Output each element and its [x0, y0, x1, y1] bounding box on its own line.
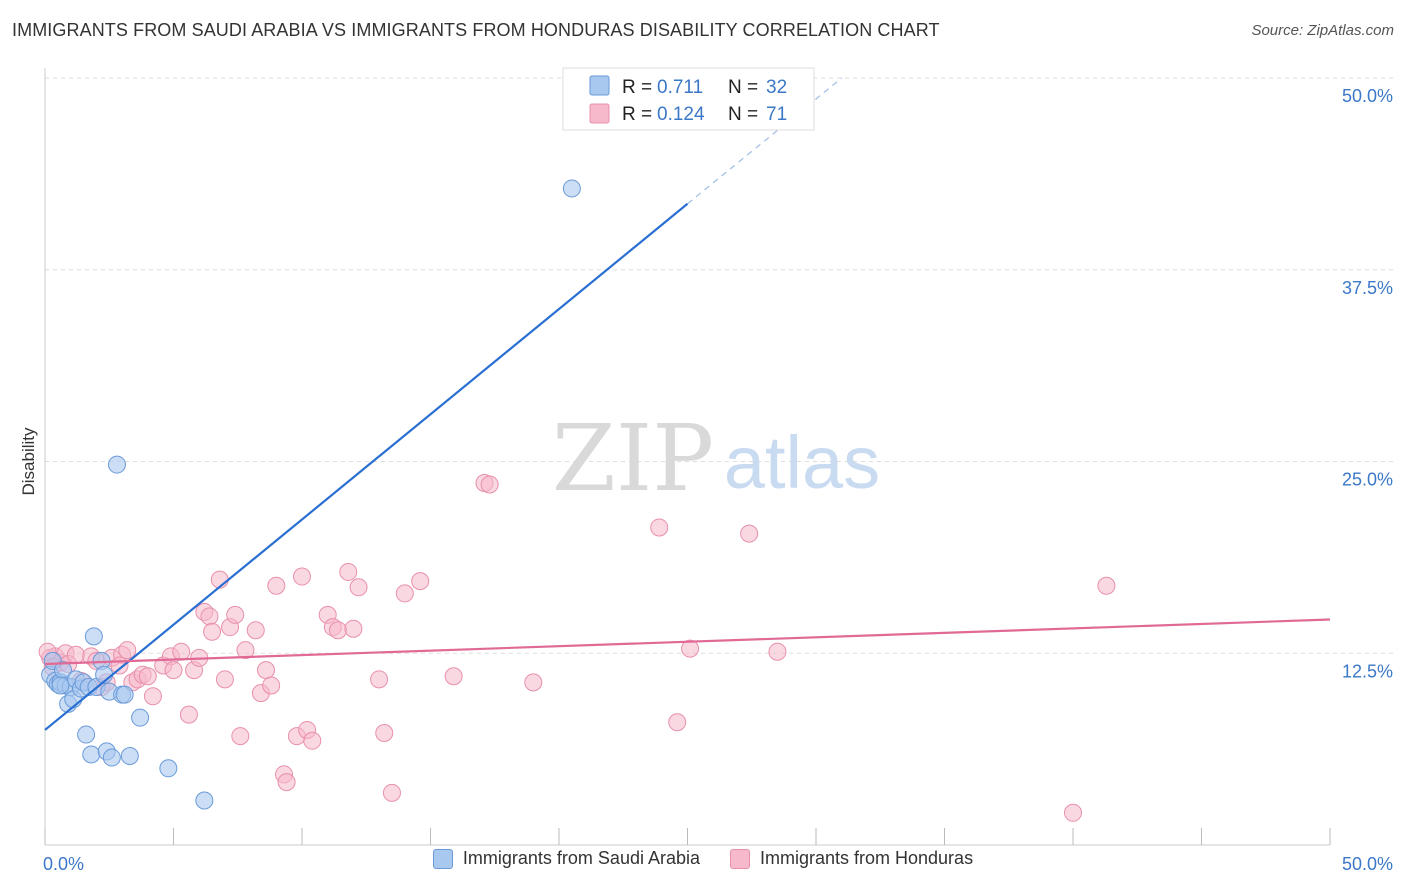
point-saudi-arabia-13 [77, 725, 96, 744]
point-honduras-29 [203, 622, 222, 641]
point-honduras-23 [172, 642, 191, 661]
point-honduras-60 [480, 475, 499, 494]
legend-r-label-pink: R = [622, 104, 652, 125]
trend-line-honduras [44, 618, 1331, 666]
legend-item-honduras[interactable]: Immigrants from Honduras [730, 848, 973, 869]
point-honduras-14 [110, 656, 129, 675]
source-credit: Source: ZipAtlas.com [1251, 22, 1394, 39]
point-saudi-arabia-23 [107, 455, 126, 474]
point-honduras-13 [118, 641, 137, 660]
point-honduras-55 [382, 783, 401, 802]
point-honduras-57 [411, 572, 430, 591]
point-honduras-64 [681, 639, 700, 658]
point-honduras-28 [200, 607, 219, 626]
watermark-atlas: atlas [724, 421, 880, 504]
chart-title: IMMIGRANTS FROM SAUDI ARABIA VS IMMIGRAN… [12, 20, 940, 40]
point-saudi-arabia-22 [102, 748, 121, 767]
y-tick-label-2: 37.5% [1342, 278, 1393, 298]
y-tick-labels: 12.5% 25.0% 37.5% 50.0% [1342, 86, 1393, 681]
point-honduras-19 [143, 687, 162, 706]
trend-lines [44, 77, 1331, 731]
y-tick-label-3: 50.0% [1342, 86, 1393, 106]
point-honduras-67 [1064, 803, 1082, 822]
point-honduras-38 [257, 661, 276, 680]
point-saudi-arabia-26 [120, 747, 139, 766]
legend-item-saudi-arabia[interactable]: Immigrants from Saudi Arabia [432, 848, 700, 869]
series-saudi-arabia-points [41, 179, 581, 810]
legend-n-value-blue: 32 [766, 77, 787, 98]
point-honduras-53 [370, 670, 389, 689]
legend-swatch-honduras [730, 848, 750, 869]
point-saudi-arabia-17 [84, 627, 103, 646]
point-saudi-arabia-28 [159, 759, 178, 778]
point-honduras-35 [236, 641, 255, 660]
point-honduras-63 [668, 713, 687, 732]
legend-series: Immigrants from Saudi Arabia Immigrants … [0, 848, 1406, 869]
point-honduras-66 [768, 642, 787, 661]
point-honduras-65 [740, 524, 759, 543]
legend-label-honduras: Immigrants from Honduras [760, 848, 974, 868]
point-honduras-44 [293, 567, 311, 586]
legend-n-value-pink: 71 [766, 104, 787, 125]
legend-stats: R = 0.711 N = 32 R = 0.124 N = 71 [562, 67, 815, 131]
watermark-zip: ZIP [552, 405, 714, 512]
watermark: ZIP atlas [552, 405, 880, 512]
point-honduras-22 [164, 661, 183, 680]
point-honduras-24 [179, 705, 198, 724]
axes [44, 68, 1331, 846]
legend-stats-swatch-pink [589, 103, 610, 124]
series-honduras-points [38, 473, 1116, 822]
point-honduras-40 [267, 576, 286, 595]
point-saudi-arabia-30 [562, 179, 581, 198]
legend-r-value-pink: 0.124 [657, 104, 705, 125]
point-honduras-5 [66, 645, 85, 664]
trend-line-saudi-arabia [44, 202, 689, 731]
point-honduras-50 [339, 562, 358, 581]
legend-n-label-blue: N = [728, 77, 758, 98]
point-saudi-arabia-29 [195, 791, 214, 810]
point-honduras-31 [215, 670, 234, 689]
point-honduras-34 [231, 727, 250, 746]
point-honduras-42 [277, 773, 296, 792]
point-honduras-61 [524, 673, 543, 692]
point-honduras-46 [303, 731, 322, 750]
point-saudi-arabia-15 [82, 745, 101, 764]
point-honduras-68 [1097, 576, 1116, 595]
point-honduras-54 [375, 724, 394, 743]
point-honduras-56 [395, 584, 414, 603]
gridlines [45, 77, 1395, 654]
legend-stats-swatch-blue [589, 75, 610, 96]
point-honduras-62 [650, 518, 669, 537]
y-tick-label-1: 25.0% [1342, 470, 1393, 490]
point-honduras-39 [262, 676, 281, 695]
trend-extension-saudi-arabia [687, 77, 843, 205]
point-honduras-36 [246, 621, 265, 640]
legend-r-value-blue: 0.711 [657, 77, 703, 98]
point-honduras-52 [349, 578, 368, 597]
point-honduras-49 [328, 621, 347, 640]
legend-swatch-saudi-arabia [432, 848, 453, 869]
y-tick-label-0: 12.5% [1342, 661, 1393, 681]
legend-label-saudi-arabia: Immigrants from Saudi Arabia [462, 848, 700, 868]
legend-n-label-pink: N = [728, 104, 758, 125]
x-tick-label-max: 50.0% [1342, 854, 1393, 874]
y-axis-label: Disability [19, 427, 38, 496]
point-honduras-33 [226, 605, 245, 624]
x-tick-labels: 0.0% 50.0% [43, 854, 1393, 874]
point-honduras-51 [344, 619, 363, 638]
point-saudi-arabia-25 [115, 685, 134, 704]
point-saudi-arabia-27 [131, 708, 150, 727]
point-honduras-18 [138, 667, 157, 686]
point-saudi-arabia-31 [51, 676, 70, 695]
point-honduras-58 [444, 667, 463, 686]
x-tick-label-min: 0.0% [43, 854, 84, 874]
legend-r-label-blue: R = [622, 77, 652, 98]
